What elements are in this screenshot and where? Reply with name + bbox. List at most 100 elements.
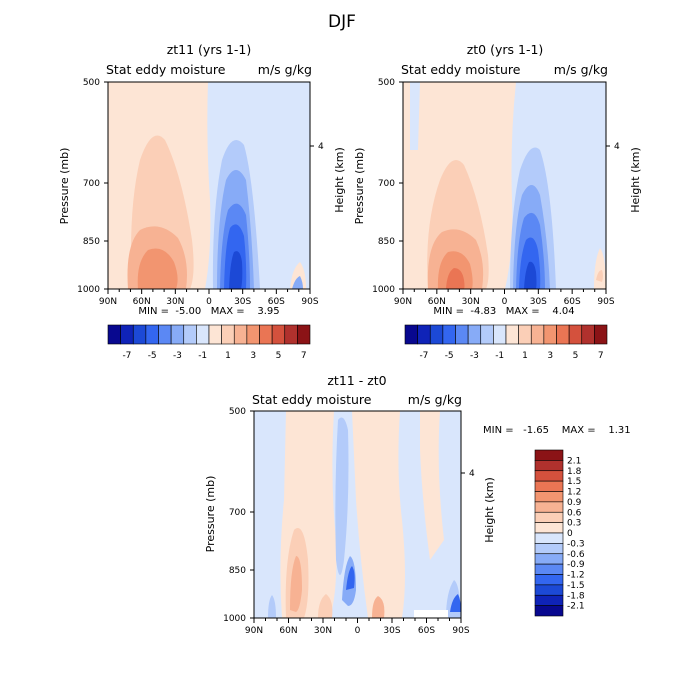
- panel-subtitle-left: Stat eddy moisture: [401, 62, 521, 77]
- colorbar-label: 0.6: [567, 508, 582, 518]
- x-tick-label: 60S: [564, 297, 581, 307]
- positive-region: [596, 270, 603, 282]
- y2-axis: 4 Height (km): [606, 142, 642, 213]
- y-tick-label: 1000: [223, 614, 246, 624]
- min-max-stats: MIN = -1.65 MAX = 1.31: [483, 425, 631, 436]
- colorbar-label: -1: [495, 351, 504, 361]
- colorbar-label: 3: [547, 351, 553, 361]
- colorbar-label: 1.5: [567, 477, 581, 487]
- negative-region: [410, 82, 420, 150]
- y-axis-label: Pressure (mb): [204, 476, 217, 553]
- negative-region: [229, 251, 243, 289]
- y-axis: 500 700 850 1000 Pressure (mb): [204, 407, 254, 624]
- panel-subtitle-right: m/s g/kg: [408, 392, 462, 407]
- colorbar-swatch: [534, 563, 564, 575]
- y2-tick-label: 4: [469, 469, 475, 479]
- colorbar-swatch: [107, 324, 121, 345]
- panel-subtitle-left: Stat eddy moisture: [106, 62, 226, 77]
- colorbar-swatch: [556, 324, 570, 345]
- x-tick-label: 30S: [530, 297, 547, 307]
- y-tick-label: 500: [229, 407, 246, 417]
- y-axis-label: Pressure (mb): [353, 148, 366, 225]
- colorbar-swatch: [534, 553, 564, 565]
- negative-region: [346, 566, 355, 590]
- colorbar-swatch: [534, 594, 564, 606]
- x-tick-label: 30N: [166, 297, 184, 307]
- colorbar-label: 2.1: [567, 456, 581, 466]
- colorbar-swatch: [534, 480, 564, 492]
- x-tick-label: 60N: [428, 297, 446, 307]
- negative-region: [268, 595, 276, 618]
- colorbar-swatch: [594, 324, 608, 345]
- x-tick-label: 90S: [452, 626, 469, 636]
- y-axis-label: Pressure (mb): [58, 148, 71, 225]
- colorbar-swatch: [530, 324, 545, 345]
- colorbar-swatch: [493, 324, 507, 345]
- page-title: DJF: [328, 12, 356, 32]
- colorbar-swatch: [467, 324, 482, 345]
- y-tick-label: 500: [378, 78, 395, 88]
- colorbar-swatch: [543, 324, 557, 345]
- x-tick-label: 30N: [314, 626, 332, 636]
- colorbar: -7 -5 -3 -1 1 3 5 7: [107, 324, 311, 361]
- colorbar-swatch: [442, 324, 456, 345]
- y-axis: 500 700 850 1000 Pressure (mb): [58, 78, 108, 295]
- colorbar-swatch: [297, 324, 311, 345]
- panel-zt0: zt0 (yrs 1-1) Stat eddy moisture m/s g/k…: [353, 42, 642, 361]
- y2-tick-label: 4: [318, 142, 324, 152]
- colorbar-swatch: [480, 324, 494, 345]
- colorbar-swatch: [170, 324, 185, 345]
- colorbar-label: -7: [419, 351, 428, 361]
- y-axis: 500 700 850 1000 Pressure (mb): [353, 78, 403, 295]
- negative-region: [524, 261, 537, 289]
- colorbar-label: 5: [276, 351, 282, 361]
- y-tick-label: 850: [378, 237, 395, 247]
- colorbar-label: 7: [598, 351, 604, 361]
- x-axis: 90N 60N 30N 0 30S 60S 90S: [99, 289, 319, 307]
- panel-title: zt0 (yrs 1-1): [467, 42, 544, 57]
- colorbar-swatch: [534, 584, 564, 596]
- positive-region: [137, 248, 178, 289]
- colorbar: -7 -5 -3 -1 1 3 5 7: [404, 324, 608, 361]
- positive-region: [290, 556, 302, 612]
- colorbar-label: 1: [225, 351, 231, 361]
- x-tick-label: 90N: [99, 297, 117, 307]
- colorbar-swatch: [208, 324, 222, 345]
- contour-field: [254, 411, 461, 618]
- panel-zt11: zt11 (yrs 1-1) Stat eddy moisture m/s g/…: [58, 42, 346, 361]
- min-max-stats: MIN = -4.83 MAX = 4.04: [433, 306, 574, 317]
- x-tick-label: 0: [502, 297, 508, 307]
- x-axis: 90N 60N 30N 0 30S 60S 90S: [394, 289, 615, 307]
- negative-region: [335, 417, 349, 575]
- x-tick-label: 30S: [383, 626, 400, 636]
- x-tick-label: 0: [206, 297, 212, 307]
- y-tick-label: 500: [83, 78, 100, 88]
- colorbar-swatch: [534, 460, 564, 472]
- y-tick-label: 850: [83, 237, 100, 247]
- y2-axis: 4 Height (km): [461, 469, 496, 543]
- negative-region: [450, 594, 461, 612]
- colorbar-swatch: [534, 470, 564, 482]
- x-tick-label: 90S: [597, 297, 614, 307]
- colorbar-label: -5: [445, 351, 454, 361]
- colorbar-label: -7: [122, 351, 131, 361]
- colorbar-swatch: [246, 324, 260, 345]
- colorbar-label: -1.2: [567, 571, 585, 581]
- panel-subtitle-right: m/s g/kg: [554, 62, 608, 77]
- colorbar-swatch: [581, 324, 595, 345]
- colorbar-swatch: [534, 532, 564, 544]
- colorbar-label: 1.8: [567, 467, 582, 477]
- x-tick-label: 90N: [394, 297, 412, 307]
- missing-data-area: [414, 610, 448, 618]
- colorbar-swatch: [534, 511, 564, 523]
- y2-axis-label: Height (km): [483, 477, 496, 543]
- positive-region: [372, 596, 385, 618]
- colorbar-label: 3: [250, 351, 256, 361]
- colorbar-swatch: [271, 324, 286, 345]
- negative-region: [292, 276, 303, 289]
- y-tick-label: 1000: [372, 285, 395, 295]
- colorbar-swatch: [284, 324, 298, 345]
- colorbar-swatch: [534, 543, 564, 555]
- x-tick-label: 90N: [245, 626, 263, 636]
- x-tick-label: 0: [355, 626, 361, 636]
